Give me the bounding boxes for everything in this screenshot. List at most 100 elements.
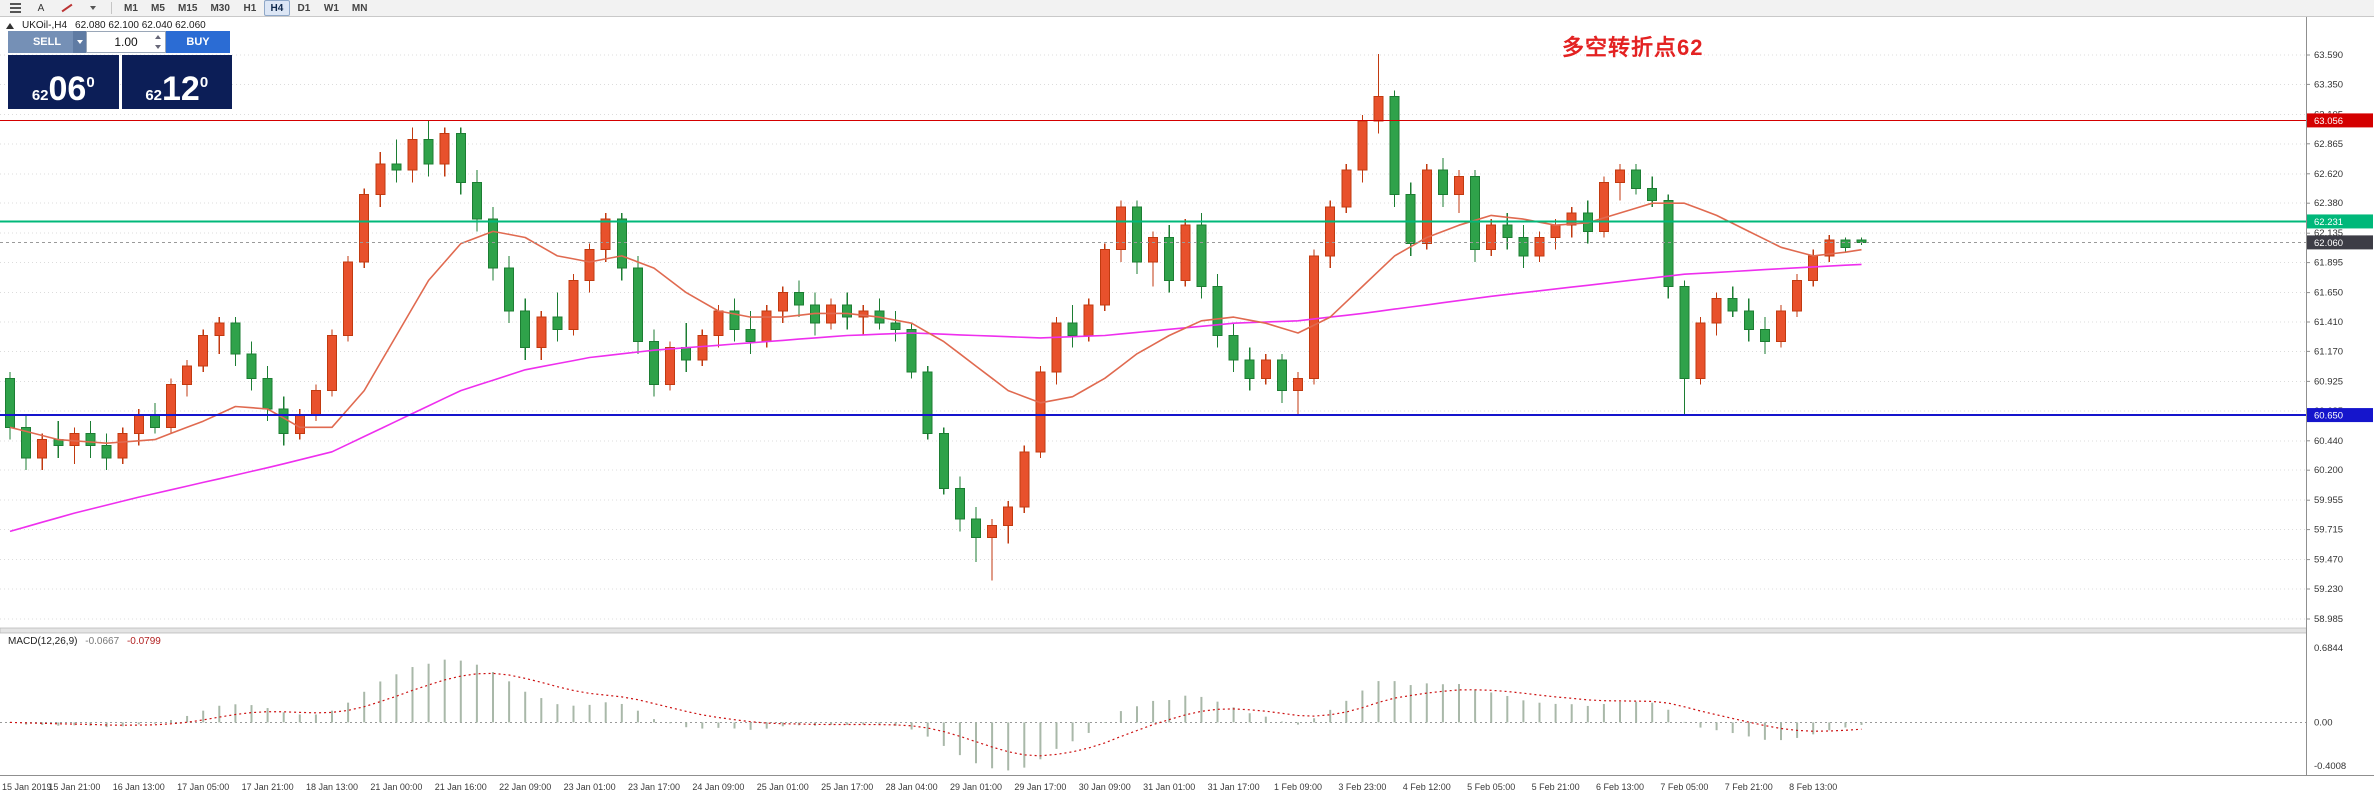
- price-tick-label: 62.135: [2314, 228, 2343, 239]
- price-tick-label: 62.620: [2314, 169, 2343, 180]
- macd-histogram-bar: [459, 660, 462, 723]
- buy-button[interactable]: BUY: [166, 31, 230, 53]
- buy-price-display[interactable]: 62 12 0: [121, 55, 232, 109]
- timeframe-button-m15[interactable]: M15: [178, 2, 198, 14]
- menu-button[interactable]: [3, 0, 27, 16]
- candle-body: [1260, 359, 1271, 379]
- toolbar-separator: [111, 2, 112, 14]
- candle-body: [552, 316, 563, 330]
- svg-text:60.650: 60.650: [2314, 411, 2343, 422]
- macd-histogram-bar: [314, 714, 317, 723]
- macd-histogram-bar: [1602, 704, 1605, 723]
- macd-histogram-bar: [1538, 702, 1541, 723]
- macd-histogram-bar: [894, 722, 897, 726]
- timeframe-button-m5[interactable]: M5: [151, 2, 165, 14]
- macd-histogram-bar: [508, 681, 511, 723]
- time-tick-label: 6 Feb 13:00: [1596, 782, 1644, 792]
- macd-histogram-bar: [202, 710, 205, 723]
- macd-histogram-bar: [1152, 700, 1155, 723]
- candle-body: [1180, 224, 1191, 281]
- candle-body: [488, 218, 498, 269]
- macd-histogram-bar: [73, 722, 76, 726]
- candle-body: [761, 310, 772, 343]
- macd-histogram-bar: [1329, 709, 1332, 723]
- timeframe-button-h1[interactable]: H1: [243, 2, 257, 14]
- macd-histogram-bar: [1828, 722, 1831, 731]
- horizontal-lines-layer[interactable]: [0, 119, 2306, 417]
- candle-body: [1776, 310, 1786, 343]
- lot-spinner[interactable]: [152, 33, 164, 51]
- candle-body: [713, 310, 724, 336]
- candle-body: [649, 341, 659, 385]
- macd-histogram-bar: [604, 702, 607, 723]
- macd-histogram-bar: [1683, 721, 1686, 723]
- price-tick-label: 60.925: [2314, 376, 2343, 387]
- macd-histogram-bar: [540, 698, 543, 723]
- macd-histogram-bar: [1586, 705, 1589, 723]
- macd-histogram-bar: [1297, 722, 1299, 725]
- time-tick-label: 17 Jan 05:00: [177, 782, 229, 792]
- candle-body: [117, 432, 128, 459]
- timeframe-button-m1[interactable]: M1: [124, 2, 138, 14]
- spinner-up-icon: [155, 35, 161, 39]
- timeframe-button-d1[interactable]: D1: [297, 2, 311, 14]
- timeframe-button-mn[interactable]: MN: [351, 2, 368, 14]
- candle-body: [504, 267, 515, 312]
- trendline-icon: [61, 3, 73, 13]
- price-axis[interactable]: 63.59063.35063.10562.86562.62062.38062.1…: [2306, 17, 2374, 799]
- candle-body: [1711, 298, 1722, 324]
- sell-button[interactable]: SELL: [8, 31, 86, 53]
- candle-body: [1518, 236, 1529, 257]
- price-tick-label: 59.230: [2314, 584, 2343, 595]
- price-tick-label: 63.350: [2314, 79, 2343, 90]
- spinner-down-icon: [155, 45, 161, 49]
- candle-body: [310, 390, 321, 416]
- symbol-title: UKOil-,H4: [22, 20, 68, 31]
- price-level-badge: 60.650: [2307, 408, 2373, 423]
- candle-body: [471, 181, 482, 220]
- timeframe-button-w1[interactable]: W1: [323, 2, 339, 14]
- candle-body: [1840, 239, 1851, 248]
- candle-body: [1679, 285, 1690, 379]
- macd-histogram-bar: [910, 722, 913, 730]
- tools-dropdown-button[interactable]: [81, 0, 105, 16]
- macd-histogram-bar: [331, 710, 333, 723]
- time-tick-label: 15 Jan 21:00: [48, 782, 100, 792]
- price-tick-label: 59.955: [2314, 495, 2343, 506]
- macd-histogram-bar: [234, 704, 237, 723]
- ohlc-values: 62.080 62.100 62.040 62.060: [75, 20, 206, 31]
- macd-histogram-bar: [1812, 722, 1815, 735]
- candle-body: [681, 347, 692, 361]
- timeframe-button-h4[interactable]: H4: [263, 0, 290, 16]
- chart-annotation-text: 多空转折点62: [1562, 35, 1704, 60]
- macd-histogram-bar: [379, 681, 382, 723]
- ma-fast-line: [9, 202, 1862, 445]
- lot-size-input[interactable]: 1.00: [86, 31, 166, 53]
- candle-body: [1502, 224, 1513, 238]
- candle-body: [906, 328, 917, 373]
- timeframe-button-m30[interactable]: M30: [210, 2, 230, 14]
- macd-histogram-bar: [556, 704, 559, 723]
- time-tick-label: 18 Jan 13:00: [306, 782, 358, 792]
- candle-body: [1212, 285, 1223, 336]
- cursor-tool-button[interactable]: A: [37, 2, 45, 14]
- macd-histogram-bar: [991, 722, 994, 769]
- time-tick-label: 5 Feb 21:00: [1532, 782, 1580, 792]
- ma-slow-line: [9, 263, 1862, 533]
- macd-scale-label: 0.6844: [2314, 643, 2343, 654]
- candle-body: [1164, 236, 1175, 281]
- sell-price-pip-digit: 0: [86, 74, 95, 91]
- candle-body: [1341, 169, 1352, 208]
- macd-indicator-label: MACD(12,26,9) -0.0667 -0.0799: [8, 636, 161, 647]
- sell-price-display[interactable]: 62 06 0: [8, 55, 119, 109]
- macd-histogram-bar: [1071, 722, 1074, 742]
- sell-dropdown-button[interactable]: [73, 31, 86, 53]
- line-tool-button[interactable]: [55, 0, 79, 16]
- pane-divider[interactable]: [0, 627, 2374, 634]
- chart-header: UKOil-,H4 62.080 62.100 62.040 62.060: [6, 20, 206, 31]
- macd-histogram-bar: [1667, 709, 1670, 723]
- candle-body: [343, 261, 354, 336]
